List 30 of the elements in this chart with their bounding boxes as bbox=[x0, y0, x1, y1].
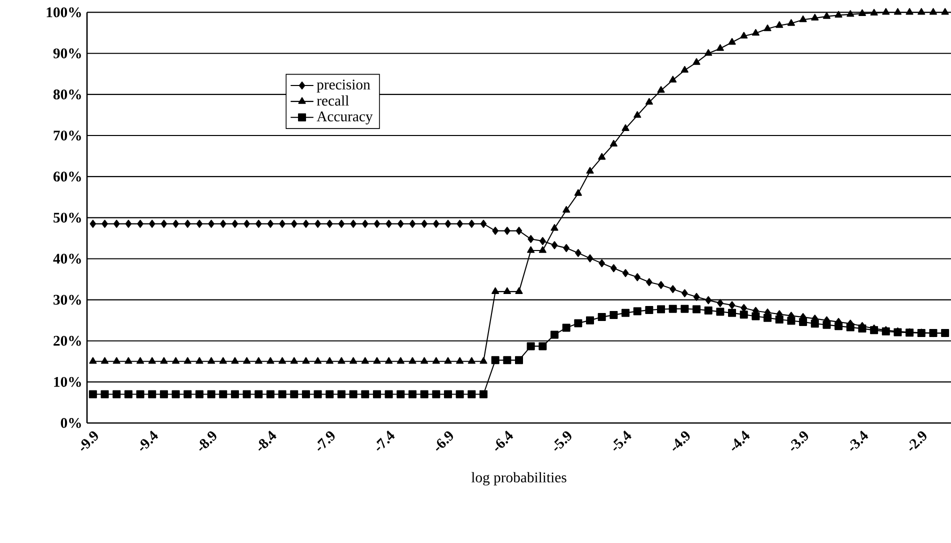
x-tick-label: -7.4 bbox=[376, 430, 395, 451]
x-tick-label: -9.4 bbox=[140, 430, 158, 451]
x-tick-label: -8.4 bbox=[258, 430, 276, 451]
y-tick-label: 70% bbox=[54, 130, 81, 140]
legend-label: Accuracy bbox=[316, 112, 373, 124]
x-tick-label: -9.9 bbox=[80, 431, 98, 451]
y-tick-label: 40% bbox=[53, 254, 81, 264]
x-tick-label: -8.9 bbox=[199, 431, 216, 451]
x-tick-label: -4.4 bbox=[732, 430, 750, 451]
x-tick-label: -3.9 bbox=[790, 431, 808, 451]
x-tick-label: -3.4 bbox=[850, 430, 868, 451]
legend-label: recall bbox=[316, 95, 349, 106]
x-tick-label: -5.9 bbox=[554, 431, 572, 451]
x-tick-label: -6.9 bbox=[436, 431, 453, 451]
x-tick-label: -2.9 bbox=[909, 431, 926, 451]
y-tick-label: 90% bbox=[53, 48, 81, 58]
y-tick-label: 20% bbox=[54, 336, 81, 346]
y-tick-label: 30% bbox=[54, 294, 81, 305]
legend-label: precision bbox=[316, 80, 370, 92]
x-tick-label: -6.4 bbox=[495, 430, 514, 451]
y-tick-label: 60% bbox=[53, 172, 81, 182]
x-tick-label: -4.9 bbox=[672, 431, 690, 451]
x-tick-label: -7.9 bbox=[317, 431, 335, 451]
y-tick-label: 50% bbox=[54, 212, 81, 223]
y-tick-label: 100% bbox=[46, 7, 81, 18]
y-tick-label: 10% bbox=[54, 376, 81, 387]
y-tick-label: 80% bbox=[53, 89, 81, 100]
x-axis-title: log probabilities bbox=[471, 472, 566, 486]
y-tick-label: 0% bbox=[60, 418, 81, 428]
x-tick-label: -5.4 bbox=[613, 430, 632, 451]
